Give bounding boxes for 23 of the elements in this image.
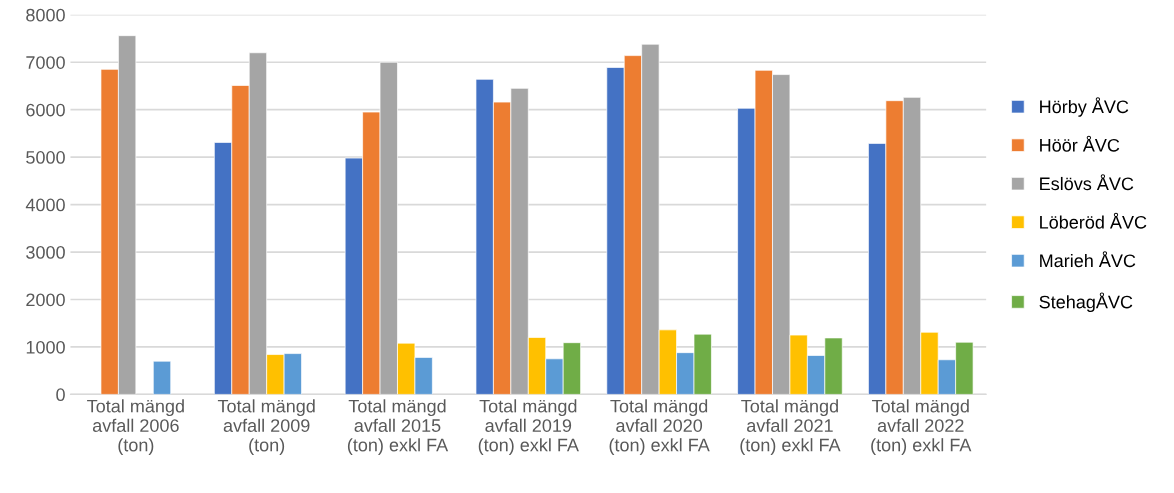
legend-label: Marieh ÅVC (1040, 251, 1136, 268)
legend-label: Eslövs ÅVC (1040, 174, 1134, 191)
x-tick-label: Total mängd avfall 2022 (ton) exkl FA (871, 399, 972, 455)
x-tick-label: Total mängd avfall 2006 (ton) (87, 399, 184, 455)
y-tick-label: 8000 (26, 8, 65, 22)
x-tick-label: Total mängd avfall 2009 (ton) (217, 399, 315, 455)
legend-label: StehagÅVC (1039, 292, 1133, 312)
y-tick-label: 3000 (26, 245, 65, 259)
y-tick-label: 1000 (26, 340, 65, 354)
legend-label: Hörby ÅVC (1040, 97, 1129, 117)
x-tick-label: Total mängd avfall 2020 (ton) exkl FA (609, 399, 710, 455)
bar (152, 360, 172, 395)
y-tick-label: 0 (56, 388, 65, 402)
x-tick-label: Total mängd avfall 2021 (ton) exkl FA (740, 399, 841, 455)
legend-label: Höör ÅVC (1040, 135, 1120, 152)
x-tick-label: Total mängd avfall 2019 (ton) exkl FA (478, 399, 579, 455)
y-tick-label: 6000 (26, 103, 65, 117)
x-tick-label: Total mängd avfall 2015 (ton) exkl FA (347, 399, 449, 455)
y-tick-label: 4000 (25, 198, 65, 212)
legend-label: Löberöd ÅVC (1040, 212, 1147, 229)
y-tick-label: 7000 (26, 56, 65, 69)
y-tick-label: 2000 (26, 293, 65, 307)
y-tick-label: 5000 (26, 151, 65, 164)
